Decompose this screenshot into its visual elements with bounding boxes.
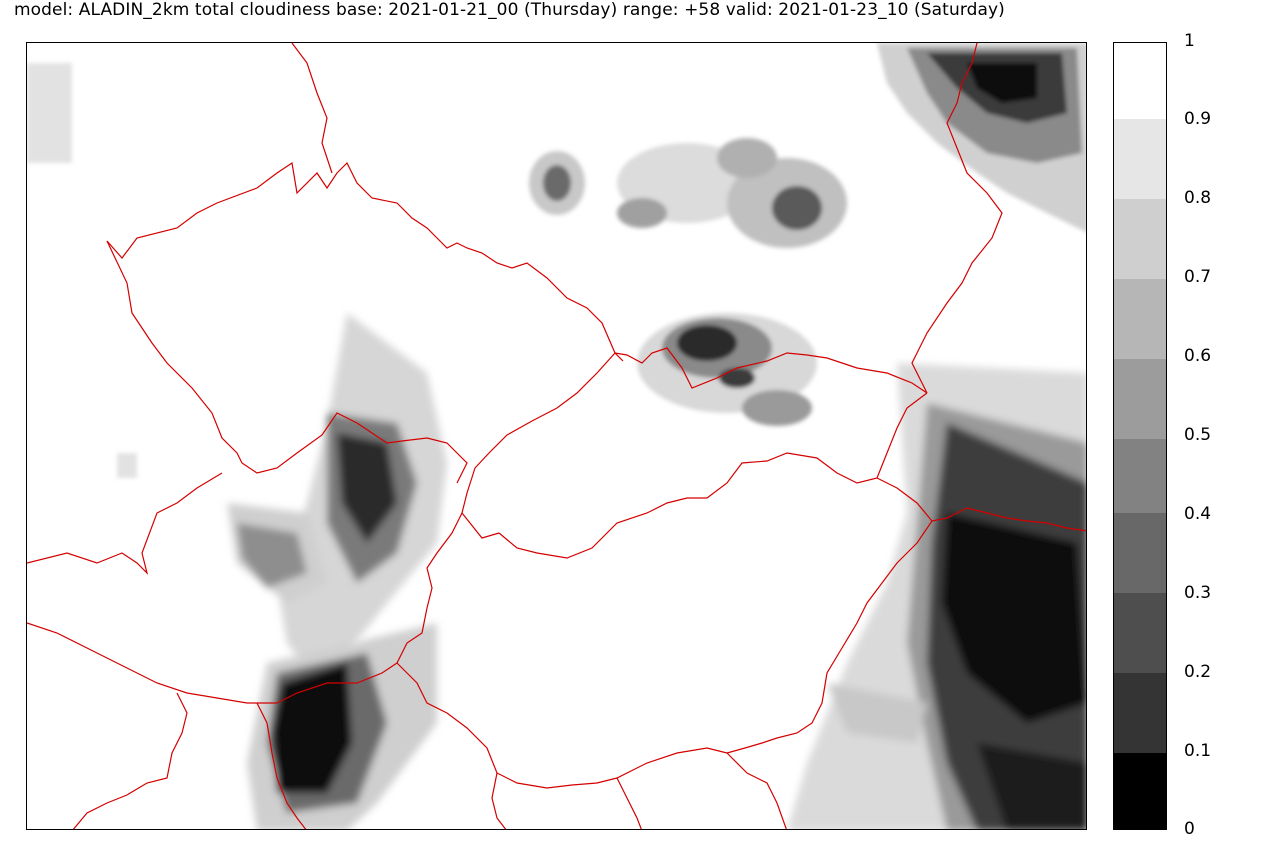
colorbar-bin	[1114, 439, 1166, 513]
colorbar-bin	[1114, 279, 1166, 359]
map-title: model: ALADIN_2km total cloudiness base:…	[14, 0, 1005, 20]
colorbar	[1113, 42, 1167, 830]
cloud-field	[27, 43, 1086, 829]
colorbar-label: 0.6	[1184, 346, 1212, 366]
cloudiness-map	[26, 42, 1087, 830]
border-romania-east	[726, 752, 787, 829]
border-austria-slovenia	[27, 622, 398, 704]
border-croatia-bosnia	[256, 702, 307, 829]
country-borders	[27, 43, 1086, 829]
map-canvas	[27, 43, 1086, 829]
cloud-area-north	[529, 138, 847, 248]
colorbar-label: 0.7	[1184, 267, 1212, 287]
colorbar-label: 0.5	[1184, 425, 1212, 445]
colorbar-label: 0.2	[1184, 662, 1212, 682]
border-austria-germany	[27, 472, 223, 575]
colorbar-label: 1	[1184, 31, 1195, 51]
cloud-area-west	[227, 313, 447, 683]
border-serbia-romania	[616, 777, 642, 829]
border-slovenia-croatia	[72, 692, 188, 829]
border-hungary-romania	[726, 520, 933, 754]
colorbar-bin	[1114, 359, 1166, 439]
colorbar-label: 0	[1184, 819, 1195, 839]
cloud-area-northeast	[877, 43, 1086, 233]
colorbar-label: 0.4	[1184, 504, 1212, 524]
colorbar-bin	[1114, 513, 1166, 593]
border-hungary-ukraine-romania	[876, 477, 1086, 532]
cloud-area-southwest	[247, 623, 437, 829]
colorbar-label: 0.1	[1184, 741, 1212, 761]
colorbar-label: 0.9	[1184, 109, 1212, 129]
border-northwest	[291, 43, 333, 174]
border-slovakia-poland	[614, 347, 928, 394]
cloud-area-tatras	[637, 313, 817, 426]
colorbar-bin	[1114, 119, 1166, 199]
colorbar-bin	[1114, 43, 1166, 119]
colorbar-bin	[1114, 593, 1166, 673]
colorbar-label: 0.8	[1184, 188, 1212, 208]
cloud-area-far-west	[27, 63, 137, 478]
colorbar-bin	[1114, 199, 1166, 279]
border-slovakia-hungary	[498, 392, 928, 559]
border-czech-slovakia	[461, 352, 616, 539]
colorbar-bin	[1114, 673, 1166, 753]
border-hungary-croatia-serbia	[396, 662, 728, 789]
colorbar-label: 0.3	[1184, 583, 1212, 603]
border-germany-czech-poland	[106, 161, 624, 362]
border-croatia-serbia-south	[491, 772, 507, 829]
border-poland-ukraine	[911, 43, 1003, 394]
border-czech-austria	[106, 240, 468, 484]
border-austria-hungary	[396, 512, 463, 664]
colorbar-bin	[1114, 753, 1166, 829]
cloud-area-east	[787, 363, 1086, 829]
